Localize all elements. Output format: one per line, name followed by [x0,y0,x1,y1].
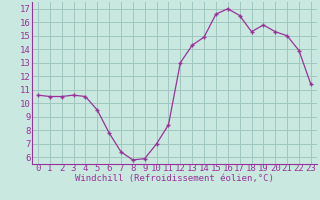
X-axis label: Windchill (Refroidissement éolien,°C): Windchill (Refroidissement éolien,°C) [75,174,274,183]
